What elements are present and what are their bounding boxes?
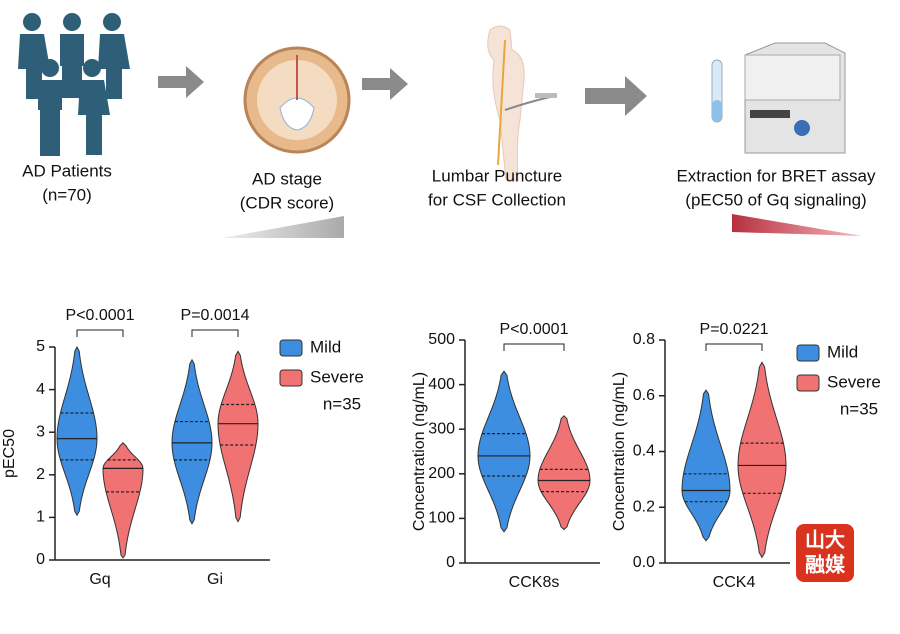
violin — [56, 345, 98, 517]
y-tick-label: 1 — [36, 509, 45, 526]
x-tick-label: CCK4 — [713, 574, 756, 591]
violin — [737, 361, 787, 559]
y-tick-label: 0.6 — [633, 387, 655, 404]
legend-swatch — [279, 339, 303, 357]
legend-note: n=35 — [323, 394, 361, 413]
step-label: Extraction for BRET assay — [676, 166, 876, 185]
p-value: P<0.0001 — [500, 321, 569, 338]
step-label: AD stage — [252, 169, 322, 188]
violin — [681, 389, 731, 542]
step-label: Lumbar Puncture — [432, 166, 562, 185]
y-tick-label: 5 — [36, 338, 45, 355]
y-tick-label: 0 — [446, 554, 455, 571]
p-value: P=0.0014 — [181, 307, 250, 324]
legend-label: Mild — [310, 337, 341, 356]
x-tick-label: CCK8s — [509, 574, 560, 591]
y-tick-label: 400 — [428, 376, 455, 393]
significance-bracket — [191, 329, 239, 337]
significance-bracket — [76, 329, 124, 337]
violin — [217, 350, 259, 523]
legend-note: n=35 — [840, 399, 878, 418]
pec50-wedge — [732, 214, 862, 236]
y-axis-label: Concentration (ng/mL) — [411, 372, 428, 531]
y-tick-label: 500 — [428, 331, 455, 348]
violin — [477, 370, 531, 533]
legend-swatch — [796, 374, 820, 392]
step-label: AD Patients — [22, 161, 112, 180]
y-tick-label: 200 — [428, 465, 455, 482]
legend-label: Severe — [827, 372, 881, 391]
y-tick-label: 4 — [36, 381, 45, 398]
step-label: for CSF Collection — [428, 190, 566, 209]
arrows — [158, 66, 647, 116]
step-label: (n=70) — [42, 185, 92, 204]
y-tick-label: 0.0 — [633, 554, 655, 571]
legend-swatch — [279, 369, 303, 387]
violin — [171, 358, 213, 525]
step-label: (CDR score) — [240, 193, 334, 212]
watermark-text: 山大 — [805, 528, 845, 551]
y-tick-label: 2 — [36, 466, 45, 483]
stage-wedge — [222, 216, 344, 238]
x-tick-label: Gq — [89, 571, 110, 588]
patients-icon — [18, 13, 130, 156]
legend-swatch — [796, 344, 820, 362]
y-tick-label: 100 — [428, 510, 455, 527]
violin — [537, 415, 591, 531]
watermark-text: 融媒 — [805, 553, 846, 576]
brain-icon — [243, 46, 351, 154]
y-axis-label: pEC50 — [1, 429, 18, 478]
violin — [102, 442, 144, 559]
p-value: P<0.0001 — [66, 307, 135, 324]
legend-label: Mild — [827, 342, 858, 361]
y-tick-label: 0.4 — [633, 443, 655, 460]
p-value: P=0.0221 — [700, 321, 769, 338]
y-tick-label: 0 — [36, 551, 45, 568]
y-axis-label: Concentration (ng/mL) — [611, 372, 628, 531]
body-icon — [487, 25, 557, 181]
significance-bracket — [503, 343, 565, 351]
y-tick-label: 3 — [36, 423, 45, 440]
x-tick-label: Gi — [207, 571, 223, 588]
step-label: (pEC50 of Gq signaling) — [685, 190, 866, 209]
watermark: 山大 融媒 — [796, 524, 854, 582]
y-tick-label: 300 — [428, 420, 455, 437]
significance-bracket — [705, 343, 763, 351]
legend-label: Severe — [310, 367, 364, 386]
y-tick-label: 0.8 — [633, 331, 655, 348]
bret-machine-icon — [711, 42, 846, 154]
y-tick-label: 0.2 — [633, 498, 655, 515]
